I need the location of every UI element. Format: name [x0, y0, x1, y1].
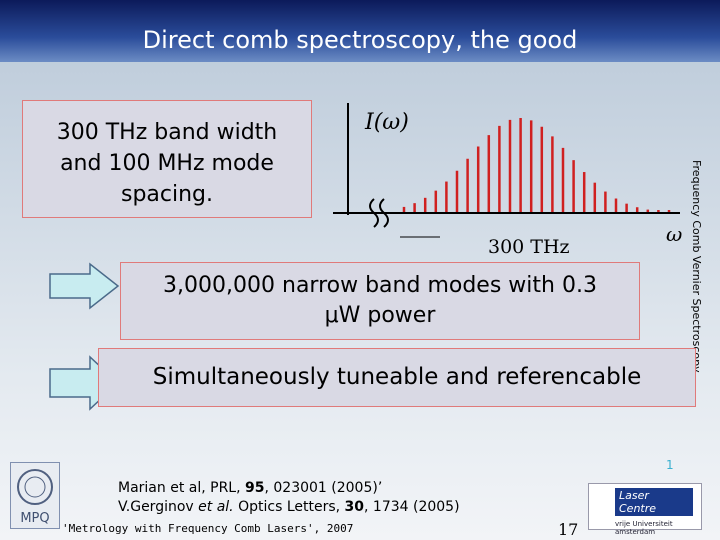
box-1: 300 THz band width and 100 MHz mode spac…: [22, 100, 312, 218]
logo-university: vrije Universiteit amsterdam: [615, 520, 673, 536]
ref-part: 30: [344, 499, 365, 515]
text-line: μW power: [324, 303, 436, 328]
title-bar: Direct comb spectroscopy, the good: [0, 0, 720, 62]
box-2: 3,000,000 narrow band modes with 0.3 μW …: [120, 262, 640, 340]
axis-break: [369, 198, 389, 228]
mpq-emblem: [17, 469, 53, 505]
ref-part: V.Gerginov: [118, 499, 199, 515]
text-line: spacing.: [120, 182, 214, 207]
arrow: [49, 262, 120, 310]
ref-part: et al.: [198, 499, 234, 515]
text-line: 3,000,000 narrow band modes with 0.3: [163, 273, 597, 298]
ref-part: Marian et al, PRL,: [118, 480, 245, 496]
logo-title: Laser Centre: [615, 488, 693, 516]
y-label: I(ω): [364, 110, 409, 135]
title: Direct comb spectroscopy, the good: [142, 26, 578, 54]
text-line: and 100 MHz mode: [60, 151, 274, 176]
reference: V.Gerginov et al. Optics Letters, 30, 17…: [118, 499, 460, 515]
ref-part: , 1734 (2005): [364, 499, 460, 515]
ref-part: Optics Letters,: [233, 499, 345, 515]
slide-mark: 1: [666, 458, 674, 472]
side-label: Frequency Comb Vernier Spectroscopy: [690, 160, 703, 373]
ref-part: , 023001 (2005)’: [264, 480, 383, 496]
mpq-logo: MPQ: [10, 462, 60, 529]
text-line: 300 THz band width: [56, 120, 278, 145]
box-3: Simultaneously tuneable and referencable: [98, 348, 696, 407]
span-label: 300 THz: [488, 236, 570, 258]
laser-centre-logo: Laser Centre vrije Universiteit amsterda…: [588, 483, 702, 536]
page-number: 17: [558, 520, 579, 539]
footer-left: 'Metrology with Frequency Comb Lasers', …: [62, 522, 354, 535]
x-label: ω: [666, 222, 682, 246]
comb-figure: I(ω) 300 THz ω: [333, 103, 682, 258]
mpq-text: MPQ: [20, 511, 50, 526]
ref-part: 95: [245, 480, 265, 496]
comb-lines: [402, 118, 671, 213]
reference: Marian et al, PRL, 95, 023001 (2005)’: [118, 480, 382, 496]
